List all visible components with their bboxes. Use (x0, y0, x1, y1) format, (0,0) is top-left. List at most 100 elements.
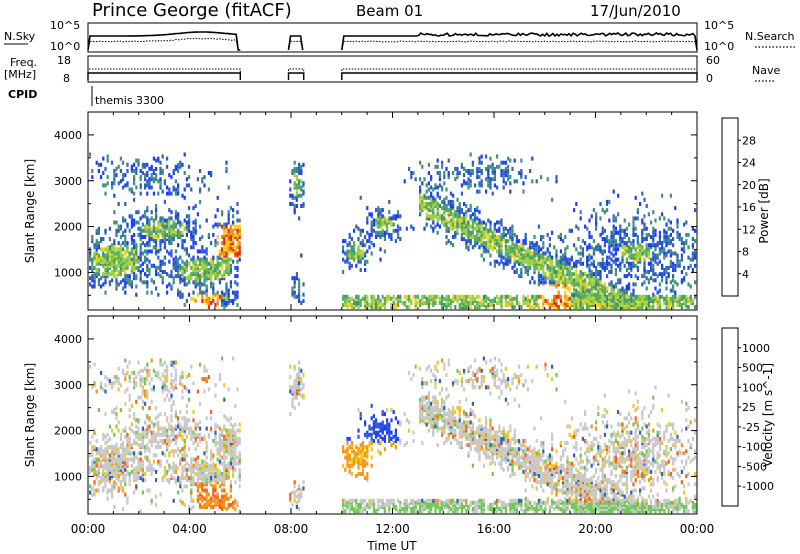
heatmap-cell (183, 463, 186, 468)
heatmap-cell (656, 241, 659, 246)
heatmap-cell (645, 243, 648, 248)
heatmap-cell (361, 255, 364, 260)
heatmap-cell (174, 410, 177, 415)
heatmap-cell (137, 160, 140, 165)
heatmap-cell (168, 463, 171, 468)
heatmap-cell (234, 498, 237, 503)
heatmap-cell (201, 488, 204, 493)
heatmap-cell (172, 235, 175, 239)
heatmap-cell (537, 278, 540, 283)
heatmap-cell (529, 241, 532, 246)
heatmap-cell (377, 218, 380, 223)
heatmap-cell (496, 243, 499, 248)
heatmap-cell (212, 288, 215, 293)
heatmap-cell (170, 385, 173, 390)
heatmap-cell (141, 439, 144, 443)
heatmap-cell (610, 305, 613, 310)
heatmap-cell (137, 395, 140, 400)
heatmap-cell (214, 463, 217, 468)
heatmap-cell (432, 220, 435, 225)
heatmap-cell (139, 243, 142, 248)
heatmap-cell (102, 255, 105, 260)
heatmap-cell (130, 164, 133, 169)
heatmap-cell (216, 195, 219, 200)
heatmap-cell (445, 206, 448, 211)
heatmap-cell (229, 416, 232, 421)
heatmap-cell (478, 232, 481, 237)
heatmap-cell (172, 387, 175, 392)
heatmap-cell (353, 301, 356, 305)
heatmap-cell (205, 288, 208, 293)
heatmap-cell (122, 507, 125, 511)
heatmap-cell (476, 237, 479, 241)
heatmap-cell (150, 420, 153, 425)
heatmap-cell (592, 259, 595, 264)
heatmap-cell (595, 220, 598, 225)
heatmap-cell (685, 301, 688, 305)
heatmap-cell (152, 439, 155, 443)
heatmap-cell (223, 476, 226, 481)
heatmap-cell (93, 445, 96, 450)
heatmap-cell (564, 290, 567, 295)
heatmap-cell (364, 251, 367, 256)
heatmap-cell (199, 189, 202, 194)
heatmap-cell (232, 449, 235, 454)
heatmap-cell (599, 276, 602, 281)
heatmap-cell (650, 243, 653, 248)
heatmap-cell (159, 439, 162, 443)
heatmap-cell (383, 237, 386, 241)
heatmap-cell (665, 294, 668, 299)
heatmap-cell (680, 303, 683, 307)
heatmap-cell (100, 453, 103, 458)
heatmap-cell (463, 166, 466, 171)
heatmap-cell (146, 465, 149, 470)
heatmap-cell (148, 243, 151, 248)
heatmap-cell (575, 224, 578, 229)
heatmap-cell (489, 222, 492, 227)
heatmap-cell (476, 222, 479, 227)
heatmap-cell (117, 465, 120, 470)
heatmap-cell (636, 208, 639, 213)
heatmap-cell (104, 375, 107, 379)
heatmap-cell (397, 210, 400, 215)
heatmap-cell (650, 276, 653, 281)
heatmap-cell (520, 268, 523, 272)
heatmap-cell (643, 259, 646, 264)
heatmap-cell (474, 296, 477, 301)
heatmap-cell (207, 478, 210, 483)
heatmap-cell (119, 226, 122, 231)
heatmap-cell (155, 235, 158, 239)
heatmap-cell (152, 467, 155, 472)
heatmap-cell (452, 202, 455, 206)
heatmap-cell (562, 268, 565, 272)
heatmap-cell (485, 294, 488, 299)
heatmap-cell (113, 261, 116, 266)
heatmap-cell (656, 301, 659, 305)
heatmap-cell (570, 301, 573, 305)
heatmap-cell (232, 469, 235, 474)
heatmap-cell (623, 249, 626, 254)
heatmap-cell (592, 284, 595, 289)
heatmap-cell (194, 204, 197, 208)
heatmap-cell (185, 263, 188, 268)
heatmap-cell (124, 202, 127, 206)
heatmap-cell (482, 294, 485, 299)
heatmap-cell (608, 292, 611, 297)
colorbar-tick-label: 24 (742, 157, 756, 170)
heatmap-cell (632, 245, 635, 250)
heatmap-cell (553, 245, 556, 250)
heatmap-cell (680, 257, 683, 262)
heatmap-cell (185, 453, 188, 458)
heatmap-cell (124, 173, 127, 178)
heatmap-cell (432, 199, 435, 204)
heatmap-cell (95, 463, 98, 468)
heatmap-cell (555, 305, 558, 310)
heatmap-cell (225, 265, 228, 270)
heatmap-cell (586, 301, 589, 305)
heatmap-cell (234, 296, 237, 301)
heatmap-cell (601, 288, 604, 293)
heatmap-cell (166, 387, 169, 392)
heatmap-cell (214, 480, 217, 485)
heatmap-cell (115, 232, 118, 237)
heatmap-cell (135, 210, 138, 215)
